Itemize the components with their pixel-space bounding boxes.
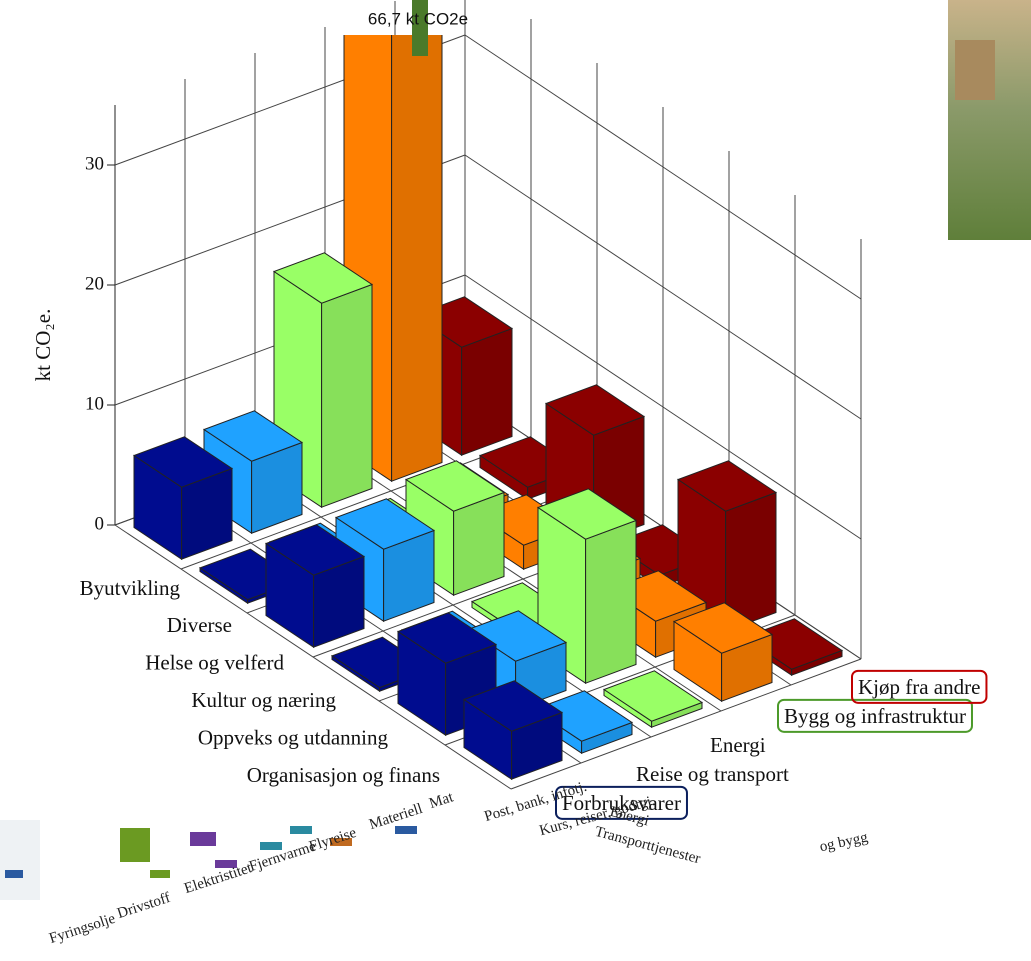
bar — [462, 680, 564, 781]
bar — [672, 602, 774, 703]
bar — [602, 670, 704, 729]
background-label: og bygg — [818, 829, 870, 855]
background-label: Mat — [427, 789, 456, 812]
grid-line — [464, 154, 862, 420]
background-chart — [0, 820, 417, 900]
bar-top — [404, 460, 506, 512]
floor-line — [180, 438, 532, 570]
category-label: Diverse — [167, 613, 232, 637]
z-tick-label: 0 — [95, 513, 105, 534]
bar-side — [585, 519, 637, 684]
bar-top — [202, 410, 304, 462]
bar-top — [676, 460, 778, 512]
bar-top — [396, 612, 498, 664]
bar-side — [391, 35, 443, 482]
bg-tile — [5, 870, 23, 878]
bar-side — [321, 283, 373, 508]
bg-panel — [0, 820, 40, 900]
highlight-box — [851, 669, 988, 704]
bg-tile — [395, 826, 417, 834]
photo-detail — [955, 40, 995, 100]
bars — [132, 35, 844, 781]
category-label: Oppveks og utdanning — [198, 725, 389, 749]
series-label: Energi — [710, 733, 766, 757]
highlight-box — [777, 698, 973, 733]
bar-top — [672, 602, 774, 654]
grid-line — [464, 34, 862, 300]
bg-tile — [290, 826, 312, 834]
bar — [264, 524, 366, 649]
bg-tile — [330, 838, 352, 846]
background-label: Transporttjenester — [593, 824, 702, 868]
bar-top — [602, 670, 704, 722]
category-label: Organisasjon og finans — [247, 763, 440, 787]
value-label: 66,7 kt CO2e — [368, 9, 468, 28]
z-tick-label: 30 — [85, 153, 104, 174]
bar-top — [272, 252, 374, 304]
category-label: Kultur og næring — [191, 688, 336, 712]
background-label: Drivstoff — [115, 890, 172, 922]
bar-top — [334, 498, 436, 550]
series-label: Kjøp fra andre — [858, 675, 980, 699]
bar — [132, 436, 234, 561]
highlight-box — [555, 785, 688, 820]
marker — [412, 0, 428, 56]
background-label: Flyreise — [307, 825, 358, 855]
series-label: Bygg og infrastruktur — [784, 704, 966, 728]
category-label: Helse og velferd — [145, 651, 284, 675]
category-label: Byutvikling — [80, 576, 181, 600]
bar-top — [466, 610, 568, 662]
bar-top — [132, 436, 234, 488]
z-tick-label: 10 — [85, 393, 104, 414]
series-label: Forbruksvarer — [562, 791, 681, 815]
bg-tile — [190, 832, 216, 846]
bar-top — [544, 384, 646, 436]
floor-line — [510, 658, 862, 790]
bar — [272, 252, 374, 509]
photo — [948, 0, 1031, 240]
background-label: Fyringsolje — [47, 911, 117, 947]
bg-tile — [215, 860, 237, 868]
bg-tile — [260, 842, 282, 850]
bar-side — [461, 327, 513, 456]
series-label: Reise og transport — [636, 762, 789, 786]
z-axis-label: kt CO₂e. — [31, 309, 55, 382]
bg-tile — [120, 828, 150, 862]
bar-top — [536, 488, 638, 540]
bar-top — [532, 690, 634, 742]
bar-top — [742, 618, 844, 670]
bar-top — [462, 680, 564, 732]
z-tick-label: 20 — [85, 273, 104, 294]
grid-line — [464, 274, 862, 540]
bg-tile — [150, 870, 170, 878]
bar-top — [264, 524, 366, 576]
